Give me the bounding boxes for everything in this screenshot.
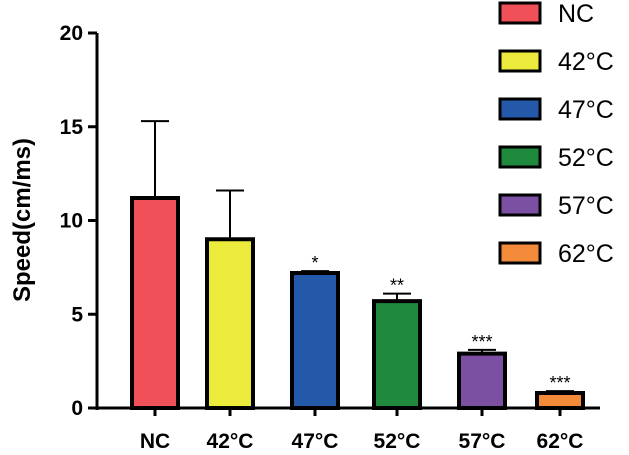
y-tick-label: 0	[71, 397, 83, 420]
legend-label: 62°C	[558, 240, 614, 268]
significance-label: ***	[471, 332, 492, 352]
x-tick-label: 62°C	[537, 430, 584, 453]
legend: NC 42°C 47°C 52°C 57°C 62°C	[498, 0, 614, 268]
x-tick-label: NC	[140, 430, 170, 453]
y-tick-label: 15	[60, 116, 84, 139]
y-tick-label: 5	[71, 303, 83, 326]
significance-label: **	[390, 276, 404, 296]
legend-label: NC	[558, 0, 594, 28]
bar	[290, 271, 340, 410]
legend-swatch	[498, 97, 542, 121]
y-tick-label: 20	[60, 22, 83, 45]
legend-swatch	[498, 49, 542, 73]
legend-swatch	[498, 145, 542, 169]
axes: 0 5 10 15 20 NC 42°C 47°C 52°C 57°C 62°C	[60, 22, 600, 453]
bar	[535, 391, 585, 410]
legend-swatch	[498, 193, 542, 217]
legend-swatch	[498, 241, 542, 265]
bars: *********	[130, 120, 585, 410]
x-tick-label: 52°C	[374, 430, 421, 453]
legend-label: 52°C	[558, 144, 614, 172]
significance-label: *	[311, 253, 318, 273]
significance-label: ***	[549, 373, 570, 393]
x-tick-label: 42°C	[207, 430, 254, 453]
bar	[205, 237, 255, 410]
bar	[372, 299, 422, 410]
bar	[457, 351, 507, 410]
y-axis-title: Speed(cm/ms)	[9, 138, 36, 302]
x-tick-label: 57°C	[459, 430, 506, 453]
x-tick-label: 47°C	[292, 430, 339, 453]
y-tick-label: 10	[60, 210, 83, 233]
legend-label: 42°C	[558, 48, 614, 76]
legend-swatch	[498, 1, 542, 25]
bar	[130, 196, 180, 410]
legend-label: 47°C	[558, 96, 614, 124]
legend-label: 57°C	[558, 192, 614, 220]
